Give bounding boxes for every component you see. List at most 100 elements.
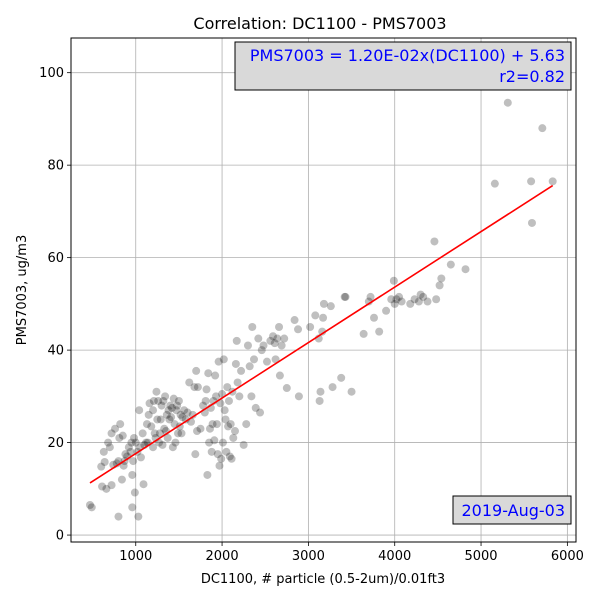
data-point xyxy=(266,336,275,345)
data-point xyxy=(87,503,96,512)
data-point xyxy=(423,297,432,306)
data-point xyxy=(199,401,208,410)
data-point xyxy=(366,292,375,301)
data-point xyxy=(196,424,205,433)
equation-annotation: PMS7003 = 1.20E-02x(DC1100) + 5.63 r2=0.… xyxy=(234,41,572,91)
data-point xyxy=(245,362,254,371)
data-point xyxy=(170,420,179,429)
data-point xyxy=(341,292,350,301)
data-point xyxy=(390,299,399,308)
data-point xyxy=(126,447,135,456)
data-point xyxy=(167,413,176,422)
data-point xyxy=(247,392,256,401)
data-point xyxy=(149,396,158,405)
data-point xyxy=(128,503,137,512)
data-point xyxy=(165,415,174,424)
data-point xyxy=(168,443,177,452)
data-point xyxy=(207,447,216,456)
date-box xyxy=(452,495,572,525)
data-point xyxy=(210,436,219,445)
data-point xyxy=(85,501,94,510)
data-point xyxy=(191,450,200,459)
data-point xyxy=(208,420,217,429)
y-axis-label: PMS7003, ug/m3 xyxy=(15,235,30,345)
date-text: 2019-Aug-03 xyxy=(461,501,565,520)
data-point xyxy=(164,406,173,415)
data-point xyxy=(111,424,120,433)
data-point xyxy=(204,369,213,378)
data-point xyxy=(527,177,536,186)
data-point xyxy=(166,401,175,410)
data-point xyxy=(294,325,303,334)
data-point xyxy=(364,297,373,306)
data-point xyxy=(237,366,246,375)
data-point xyxy=(503,98,512,107)
data-point xyxy=(98,482,107,491)
data-point xyxy=(223,383,232,392)
data-point xyxy=(337,373,346,382)
data-point xyxy=(319,299,328,308)
data-point xyxy=(130,433,139,442)
data-point xyxy=(316,387,325,396)
data-point xyxy=(142,420,151,429)
data-point xyxy=(437,274,446,283)
data-point xyxy=(212,420,221,429)
data-point xyxy=(181,415,190,424)
data-point xyxy=(168,403,176,412)
data-point xyxy=(406,299,415,308)
data-point xyxy=(205,424,214,433)
data-point xyxy=(203,470,212,479)
data-point xyxy=(226,420,235,429)
x-tick-label: 3000 xyxy=(292,549,325,564)
data-point xyxy=(161,392,170,401)
data-point xyxy=(211,371,220,380)
data-point xyxy=(169,394,178,403)
data-point xyxy=(490,179,499,188)
data-point xyxy=(221,415,230,424)
data-point xyxy=(154,396,163,405)
y-tick-label: 60 xyxy=(47,251,64,266)
data-point xyxy=(319,313,328,322)
data-point xyxy=(150,429,159,438)
data-point xyxy=(201,396,210,405)
data-point xyxy=(192,366,201,375)
data-point xyxy=(326,302,335,311)
data-point xyxy=(256,408,265,417)
data-point xyxy=(121,450,130,459)
data-point xyxy=(152,387,161,396)
data-point xyxy=(174,396,183,405)
data-point xyxy=(275,371,284,380)
data-point xyxy=(311,311,320,320)
data-point xyxy=(432,295,441,304)
data-point xyxy=(116,420,125,429)
data-point xyxy=(225,452,234,461)
data-point xyxy=(277,341,286,350)
y-tick-label: 20 xyxy=(47,436,64,451)
x-tick-label: 6000 xyxy=(551,549,584,564)
data-point xyxy=(107,481,116,490)
data-point xyxy=(257,346,266,355)
x-tick-label: 5000 xyxy=(464,549,497,564)
data-point xyxy=(128,470,137,479)
data-point xyxy=(227,454,236,463)
data-point xyxy=(318,327,327,336)
data-point xyxy=(124,443,133,452)
data-point xyxy=(102,484,111,493)
data-point xyxy=(118,431,127,440)
data-point xyxy=(410,295,419,304)
equation-box xyxy=(234,41,572,91)
scatter-points xyxy=(85,98,557,521)
data-point xyxy=(97,462,106,471)
data-point xyxy=(387,295,396,304)
data-point xyxy=(340,292,349,301)
data-point xyxy=(224,396,233,405)
data-point xyxy=(224,422,233,431)
data-point xyxy=(176,410,185,419)
data-point xyxy=(233,378,242,387)
data-point xyxy=(259,341,268,350)
data-point xyxy=(306,322,315,331)
data-point xyxy=(231,427,240,436)
data-point xyxy=(202,385,211,394)
equation-text: PMS7003 = 1.20E-02x(DC1100) + 5.63 xyxy=(250,46,565,65)
data-point xyxy=(105,443,114,452)
